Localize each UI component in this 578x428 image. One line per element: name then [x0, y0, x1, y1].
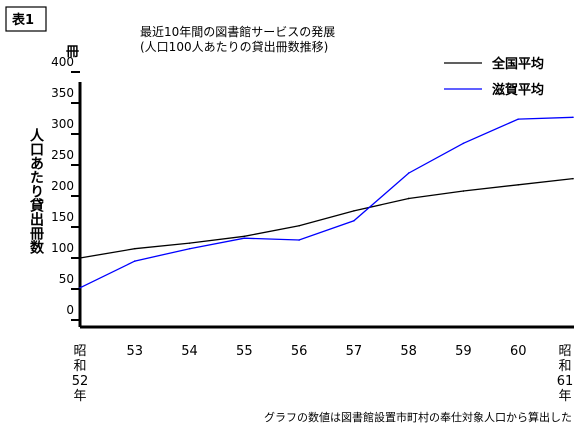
data-point: [133, 260, 136, 262]
data-point: [79, 286, 81, 289]
data-point: [462, 142, 465, 145]
x-tick-label: 53: [127, 344, 144, 359]
legend: 全国平均 滋賀平均: [444, 56, 544, 98]
y-axis-label: 人口あたり貸出冊数: [28, 127, 45, 255]
x-tick-label: 昭: [558, 344, 571, 359]
data-point: [133, 247, 136, 250]
series-line-national: [79, 177, 574, 259]
y-tick-label: 50: [59, 272, 74, 286]
x-tick-label: 54: [181, 344, 198, 359]
legend-label-national: 全国平均: [491, 56, 544, 72]
x-tick-label: 年: [73, 389, 86, 404]
data-point: [353, 220, 355, 222]
x-tick-label: 55: [236, 344, 253, 359]
x-tick-label: 57: [346, 344, 363, 359]
table-label-box: [5, 6, 47, 32]
data-point: [572, 116, 574, 119]
x-tick-label: 60: [510, 344, 527, 359]
x-tick-label: 昭: [73, 344, 86, 359]
data-point: [462, 190, 465, 192]
x-tick-label: 和: [73, 359, 86, 374]
x-tick-label: 59: [455, 344, 472, 359]
footnote: グラフの数値は図書館設置市町村の奉仕対象人口から算出した: [264, 410, 572, 424]
data-point: [353, 210, 355, 212]
x-tick-label: 56: [291, 344, 308, 359]
series-line-shiga: [79, 116, 574, 289]
x-tick-label: 52: [72, 374, 89, 389]
y-ticks: 0 50 100 150 200 250 300 350 400: [51, 55, 80, 321]
data-point: [298, 239, 300, 241]
x-tick-label: 58: [400, 344, 417, 359]
data-point: [517, 184, 520, 186]
data-point: [243, 235, 246, 238]
y-tick-label: 150: [51, 210, 74, 224]
data-point: [572, 177, 574, 180]
x-tick-label: 和: [558, 359, 571, 374]
data-point: [243, 237, 246, 239]
y-tick-label: 400: [51, 55, 74, 69]
data-point: [188, 247, 191, 250]
table-label: 表1: [11, 12, 34, 28]
data-point: [407, 172, 410, 174]
chart-title-line-1: 最近10年間の図書館サービスの発展: [140, 24, 335, 39]
y-tick-label: 0: [66, 303, 74, 317]
data-point: [517, 118, 520, 120]
data-point: [188, 242, 191, 244]
y-unit: 冊: [66, 45, 79, 60]
data-point: [79, 257, 81, 259]
y-tick-label: 300: [51, 117, 74, 131]
chart-title-line-2: (人口100人あたりの貸出冊数推移): [140, 39, 328, 54]
x-tick-label: 年: [558, 389, 571, 404]
x-tick-label: 61: [557, 374, 574, 389]
y-tick-label: 250: [51, 148, 74, 162]
y-tick-label: 200: [51, 179, 74, 193]
data-point: [298, 224, 300, 227]
data-point: [407, 197, 410, 200]
y-tick-label: 350: [51, 86, 74, 100]
y-tick-label: 100: [51, 241, 74, 255]
legend-label-shiga: 滋賀平均: [492, 82, 544, 98]
series-lines: [79, 116, 574, 289]
